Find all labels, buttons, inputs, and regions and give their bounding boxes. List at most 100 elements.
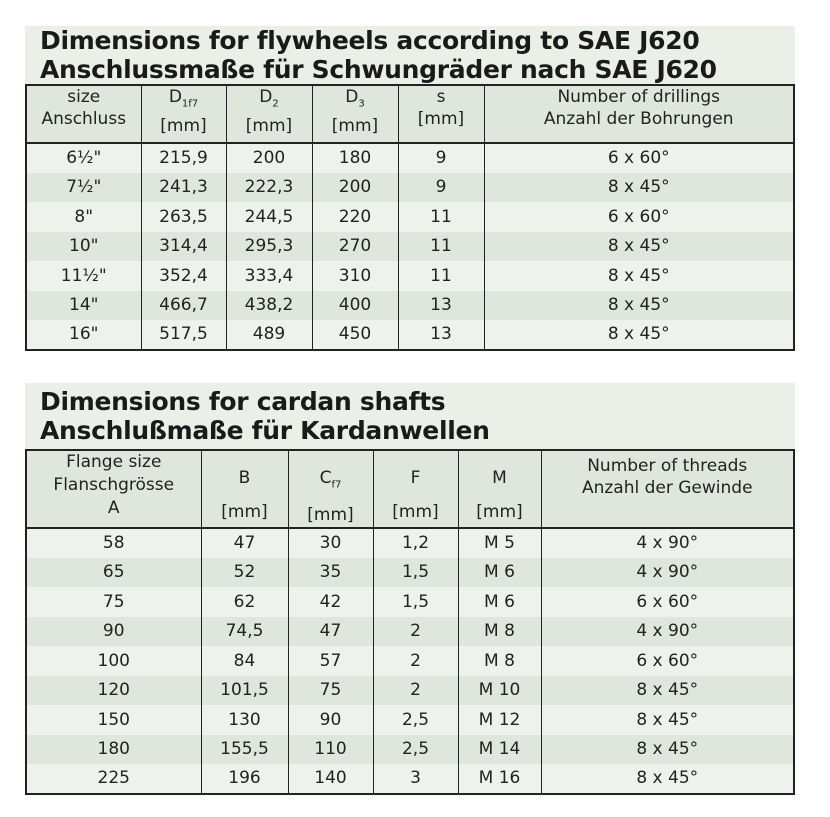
table-cell: 16" <box>25 320 141 350</box>
header-unit: [mm] <box>392 502 439 522</box>
table-row: 14" 466,7 438,2 400 13 8 x 45° <box>25 290 794 320</box>
table-cell: 1,5 <box>372 557 458 587</box>
table-cell: 7½" <box>25 172 141 202</box>
table-cell: 42 <box>287 587 373 617</box>
table-cell: 2 <box>372 616 458 646</box>
table-cell: 180 <box>311 143 398 173</box>
header-unit: [mm] <box>307 505 354 526</box>
table-cell: M 6 <box>457 557 541 587</box>
header-unit: [mm] <box>331 116 379 137</box>
table-row: 150 130 90 2,5 M 12 8 x 45° <box>25 705 794 735</box>
table-cell: 1,5 <box>372 587 458 617</box>
table-cell: 57 <box>287 646 373 676</box>
header-line: Flanschgrösse <box>53 475 175 495</box>
table-cell: 8 x 45° <box>540 705 794 735</box>
table-cell: 11 <box>397 202 484 232</box>
table-row: 11½" 352,4 333,4 310 11 8 x 45° <box>25 261 794 291</box>
header-line: A <box>107 498 120 518</box>
cardan-title-de: Anschlußmaße für Kardanwellen <box>40 416 490 445</box>
table-cell: 155,5 <box>200 734 288 764</box>
table-cell: 8 x 45° <box>483 261 794 291</box>
table-cell: 8 x 45° <box>483 290 794 320</box>
cardan-title: Dimensions for cardan shafts Anschlußmaß… <box>25 383 795 449</box>
table-cell: 6 x 60° <box>540 646 794 676</box>
table-cell: 11½" <box>25 261 141 291</box>
table-cell: 244,5 <box>225 202 312 232</box>
table-cell: 310 <box>311 261 398 291</box>
table-cell: 9 <box>397 143 484 173</box>
table-cell: 35 <box>287 557 373 587</box>
table-cell: 140 <box>287 764 373 794</box>
table-row: 8" 263,5 244,5 220 11 6 x 60° <box>25 202 794 232</box>
table-row: 120 101,5 75 2 M 10 8 x 45° <box>25 675 794 705</box>
table-row: 180 155,5 110 2,5 M 14 8 x 45° <box>25 734 794 764</box>
table-cell: 295,3 <box>225 231 312 261</box>
header-unit: [mm] <box>245 116 293 137</box>
table-cell: M 10 <box>457 675 541 705</box>
table-cell: 150 <box>25 705 201 735</box>
table-cell: 241,3 <box>140 172 226 202</box>
table-cell: 6 x 60° <box>483 143 794 173</box>
table-cell: 62 <box>200 587 288 617</box>
header-line: Anzahl der Bohrungen <box>543 109 734 129</box>
header-symbol: F <box>410 468 421 488</box>
table-cell: 58 <box>25 528 201 558</box>
header-symbol: M <box>492 468 507 488</box>
header-line: size <box>67 87 101 107</box>
table-cell: 14" <box>25 290 141 320</box>
table-cell: 8 x 45° <box>483 172 794 202</box>
table-cell: 225 <box>25 764 201 794</box>
table-cell: M 16 <box>457 764 541 794</box>
header-line: Number of drillings <box>557 87 721 107</box>
header-line: Flange size <box>66 452 162 472</box>
table-cell: 130 <box>200 705 288 735</box>
table-cell: 8" <box>25 202 141 232</box>
table-cell: 4 x 90° <box>540 616 794 646</box>
flywheels-title-en: Dimensions for flywheels according to SA… <box>40 26 700 55</box>
flywheels-title: Dimensions for flywheels according to SA… <box>25 26 795 84</box>
table-cell: 9 <box>397 172 484 202</box>
table-row: 10" 314,4 295,3 270 11 8 x 45° <box>25 231 794 261</box>
header-d1: D1f7 [mm] <box>140 85 226 144</box>
table-row: 6½" 215,9 200 180 9 6 x 60° <box>25 143 794 173</box>
table-cell: M 12 <box>457 705 541 735</box>
header-size: size Anschluss <box>25 85 141 144</box>
table-cell: M 6 <box>457 587 541 617</box>
header-m: M [mm] <box>457 450 541 529</box>
table-cell: 11 <box>397 231 484 261</box>
table-cell: 352,4 <box>140 261 226 291</box>
table-cell: 4 x 90° <box>540 557 794 587</box>
header-unit: [mm] <box>476 502 523 522</box>
header-symbol: B <box>238 468 251 488</box>
table-cell: 450 <box>311 320 398 350</box>
table-cell: 6½" <box>25 143 141 173</box>
table-cell: 180 <box>25 734 201 764</box>
table-cell: M 8 <box>457 646 541 676</box>
header-c: Cf7 [mm] <box>287 450 373 529</box>
table-cell: 10" <box>25 231 141 261</box>
table-cell: 438,2 <box>225 290 312 320</box>
header-unit: [mm] <box>160 116 207 137</box>
header-b: B [mm] <box>200 450 288 529</box>
table-cell: 8 x 45° <box>483 231 794 261</box>
cardan-table: Flange size Flanschgrösse A B [mm] Cf7 [mm] … <box>25 449 795 795</box>
table-cell: 200 <box>311 172 398 202</box>
flywheels-table: size Anschluss D1f7 [mm] D2 [mm] D3 [mm] s [m… <box>25 84 795 351</box>
table-cell: 6 x 60° <box>483 202 794 232</box>
table-cell: 100 <box>25 646 201 676</box>
table-cell: 517,5 <box>140 320 226 350</box>
header-unit: [mm] <box>417 109 465 129</box>
table-cell: 6 x 60° <box>540 587 794 617</box>
table-cell: 8 x 45° <box>483 320 794 350</box>
flywheels-title-de: Anschlussmaße für Schwungräder nach SAE … <box>40 55 717 84</box>
header-symbol: s <box>436 87 446 107</box>
table-cell: 489 <box>225 320 312 350</box>
header-f: F [mm] <box>372 450 458 529</box>
table-cell: 13 <box>397 320 484 350</box>
table-cell: 2,5 <box>372 705 458 735</box>
